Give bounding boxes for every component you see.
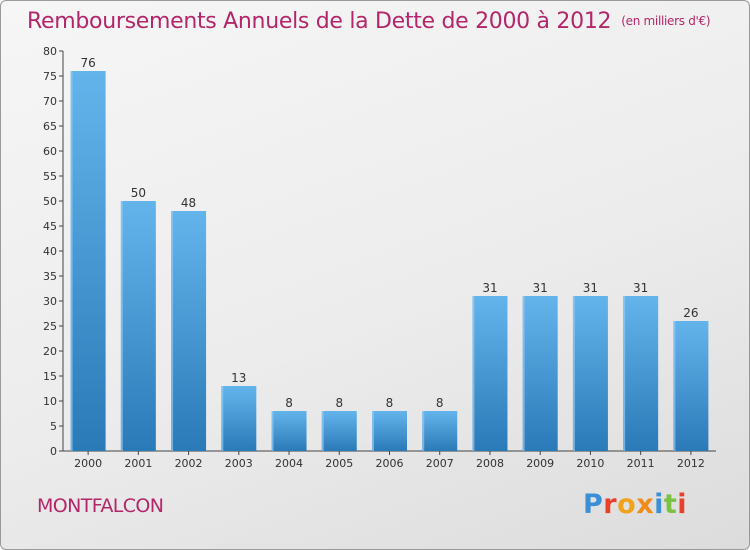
bar — [422, 411, 458, 451]
bar — [522, 296, 558, 451]
bar-value-label: 8 — [335, 396, 343, 410]
x-tick-label: 2000 — [74, 457, 102, 470]
y-tick-label: 0 — [50, 445, 57, 458]
x-tick-label: 2002 — [175, 457, 203, 470]
bar — [623, 296, 659, 451]
bar — [321, 411, 357, 451]
x-tick-label: 2005 — [325, 457, 353, 470]
y-tick-label: 20 — [43, 345, 57, 358]
bar — [472, 296, 508, 451]
y-tick-label: 55 — [43, 170, 57, 183]
bar-highlight — [422, 411, 425, 451]
bar-highlight — [321, 411, 324, 451]
x-tick-label: 2006 — [376, 457, 404, 470]
x-tick-label: 2001 — [124, 457, 152, 470]
bar-highlight — [271, 411, 274, 451]
bar-value-label: 26 — [683, 306, 698, 320]
logo-letter: t — [663, 489, 678, 520]
bar-value-label: 50 — [131, 186, 146, 200]
proxiti-logo: Proxiti — [583, 489, 687, 520]
y-tick-label: 45 — [43, 220, 57, 233]
bar-value-label: 8 — [386, 396, 394, 410]
x-tick-label: 2004 — [275, 457, 303, 470]
y-tick-label: 10 — [43, 395, 57, 408]
y-tick-label: 50 — [43, 195, 57, 208]
bar-value-label: 13 — [231, 371, 246, 385]
x-tick-label: 2003 — [225, 457, 253, 470]
bar-highlight — [120, 201, 123, 451]
bar — [372, 411, 407, 451]
logo-letter: o — [617, 489, 637, 520]
bar-highlight — [572, 296, 575, 451]
bar — [673, 321, 709, 451]
bar-highlight — [372, 411, 374, 451]
bar-value-label: 48 — [181, 196, 196, 210]
bar-value-label: 8 — [285, 396, 293, 410]
logo-letter: i — [654, 489, 664, 520]
y-tick-label: 35 — [43, 270, 57, 283]
bar-highlight — [623, 296, 626, 451]
bar — [221, 386, 257, 451]
y-tick-label: 25 — [43, 320, 57, 333]
x-tick-label: 2011 — [627, 457, 655, 470]
x-tick-label: 2010 — [576, 457, 604, 470]
bar — [70, 71, 106, 451]
chart-title-text: Remboursements Annuels de la Dette de 20… — [27, 9, 612, 34]
bar-value-label: 31 — [633, 281, 648, 295]
y-tick-label: 75 — [43, 70, 57, 83]
bar-highlight — [171, 211, 174, 451]
bar — [572, 296, 608, 451]
x-tick-label: 2012 — [677, 457, 705, 470]
bar — [171, 211, 207, 451]
y-tick-label: 65 — [43, 120, 57, 133]
chart-unit: (en milliers d'€) — [621, 14, 711, 28]
bar-highlight — [70, 71, 73, 451]
logo-letter: P — [583, 489, 604, 520]
x-tick-label: 2007 — [426, 457, 454, 470]
bar — [120, 201, 156, 451]
y-tick-label: 5 — [50, 420, 57, 433]
bar-value-label: 31 — [482, 281, 497, 295]
bar-highlight — [673, 321, 676, 451]
bar — [271, 411, 307, 451]
y-tick-label: 80 — [43, 45, 57, 58]
y-tick-label: 60 — [43, 145, 57, 158]
y-tick-label: 30 — [43, 295, 57, 308]
bar-highlight — [522, 296, 525, 451]
bar-value-label: 31 — [583, 281, 598, 295]
chart-title: Remboursements Annuels de la Dette de 20… — [27, 9, 711, 34]
bar-value-label: 31 — [533, 281, 548, 295]
logo-letter: i — [677, 489, 688, 520]
logo-letter: r — [603, 489, 618, 520]
logo-letter: x — [636, 489, 655, 520]
bar-highlight — [221, 386, 224, 451]
x-tick-label: 2008 — [476, 457, 504, 470]
bar-highlight — [472, 296, 475, 451]
commune-name: MONTFALCON — [37, 495, 164, 517]
y-tick-label: 40 — [43, 245, 57, 258]
y-tick-label: 70 — [43, 95, 57, 108]
bar-value-label: 8 — [436, 396, 444, 410]
y-tick-label: 15 — [43, 370, 57, 383]
x-tick-label: 2009 — [526, 457, 554, 470]
bar-value-label: 76 — [80, 56, 95, 70]
